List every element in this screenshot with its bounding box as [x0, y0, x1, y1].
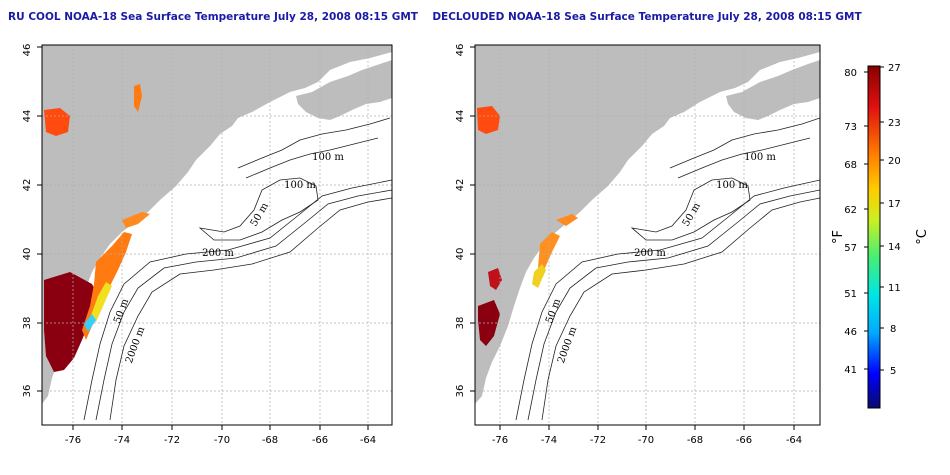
sst-coastal-yellow: [532, 264, 546, 288]
lon-axis: -76 -74 -72 -70 -68 -66 -64: [65, 425, 376, 446]
sst-chesapeake: [44, 272, 100, 372]
lat-tick: 42: [455, 179, 466, 192]
c-tick: 20: [888, 156, 901, 167]
f-tick: 62: [844, 205, 857, 216]
lon-tick: -68: [687, 435, 703, 446]
svg-text:200 m: 200 m: [202, 248, 234, 259]
map-area: 100 m 100 m 50 m 200 m 50 m 2000 m: [475, 45, 820, 425]
sst-coastal-yellow: [90, 282, 112, 322]
colorbar: 80 73 68 62 57 51 46 41 27 23 20 17 14 1…: [831, 63, 930, 409]
map-frame: [41, 44, 393, 426]
c-tick: 14: [888, 242, 901, 253]
lon-tick: -72: [164, 435, 180, 446]
lon-tick: -66: [312, 435, 328, 446]
f-tick: 51: [844, 289, 857, 300]
lat-tick: 36: [455, 385, 466, 398]
panel-declouded: DECLOUDED NOAA-18 Sea Surface Temperatur…: [432, 11, 862, 446]
graticule: [475, 45, 820, 425]
c-tick: 23: [888, 118, 901, 129]
lon-axis: -76 -74 -72 -70 -68 -66 -64: [492, 425, 802, 446]
c-tick: 27: [888, 63, 901, 74]
bathymetry-contours: [83, 117, 392, 421]
svg-text:100 m: 100 m: [744, 152, 776, 163]
lat-tick: 44: [22, 110, 33, 123]
lat-axis: 36 38 40 42 44 46: [22, 44, 42, 398]
lat-tick: 42: [22, 179, 33, 192]
panel-title: RU COOL NOAA-18 Sea Surface Temperature …: [8, 11, 419, 23]
svg-text:200 m: 200 m: [634, 248, 666, 259]
sst-chesapeake-upper: [488, 268, 502, 290]
lon-tick: -66: [736, 435, 752, 446]
land-nova-scotia: [726, 60, 820, 120]
f-tick: 80: [844, 68, 857, 79]
land-cape-cod: [612, 186, 656, 206]
f-tick: 46: [844, 327, 857, 338]
celsius-ticks: 27 23 20 17 14 11 8 5: [888, 63, 901, 377]
svg-text:100 m: 100 m: [312, 152, 344, 163]
lon-tick: -76: [65, 435, 81, 446]
sst-ny-bight: [556, 214, 578, 226]
fahrenheit-label: °F: [831, 230, 846, 244]
map-frame: [474, 44, 821, 426]
lon-tick: -70: [214, 435, 230, 446]
svg-text:100 m: 100 m: [716, 180, 748, 191]
lat-tick: 46: [455, 44, 466, 57]
graticule: [42, 45, 392, 425]
f-tick: 68: [844, 160, 857, 171]
lat-axis: 36 38 40 42 44 46: [455, 44, 475, 398]
sst-maine-patch: [44, 108, 70, 136]
c-tick: 17: [888, 199, 901, 210]
lon-tick: -72: [590, 435, 606, 446]
land-mainland: [475, 45, 820, 404]
panel-rucool: RU COOL NOAA-18 Sea Surface Temperature …: [8, 11, 419, 446]
lat-tick: 38: [455, 317, 466, 330]
f-tick: 41: [844, 365, 857, 376]
lon-tick: -64: [360, 435, 376, 446]
lat-tick: 46: [22, 44, 33, 57]
sst-maine-patch: [477, 106, 500, 134]
sst-ny-bight: [122, 212, 150, 228]
land-mainland: [42, 45, 392, 404]
celsius-label: °C: [915, 229, 930, 245]
colorbar-ramp: [867, 65, 881, 409]
panel-title: DECLOUDED NOAA-18 Sea Surface Temperatur…: [432, 11, 862, 23]
f-tick: 73: [844, 122, 857, 133]
bathymetry-contours: [515, 117, 820, 421]
lon-tick: -68: [262, 435, 278, 446]
lon-tick: -74: [114, 435, 130, 446]
lat-tick: 38: [22, 317, 33, 330]
f-tick: 57: [844, 243, 857, 254]
lat-tick: 36: [22, 385, 33, 398]
lat-tick: 44: [455, 110, 466, 123]
sst-lake-patch: [134, 84, 142, 112]
svg-text:100 m: 100 m: [284, 180, 316, 191]
lon-tick: -76: [492, 435, 508, 446]
c-tick: 8: [890, 324, 896, 335]
lat-tick: 40: [455, 248, 466, 261]
fahrenheit-ticks: 80 73 68 62 57 51 46 41: [844, 68, 857, 376]
land-cape-cod: [180, 186, 224, 206]
lon-tick: -74: [541, 435, 557, 446]
lon-tick: -64: [786, 435, 802, 446]
lon-tick: -70: [638, 435, 654, 446]
lat-tick: 40: [22, 248, 33, 261]
c-tick: 5: [890, 366, 896, 377]
c-tick: 11: [888, 283, 901, 294]
map-area: 100 m 100 m 50 m 200 m 50 m 2000 m: [42, 45, 392, 425]
